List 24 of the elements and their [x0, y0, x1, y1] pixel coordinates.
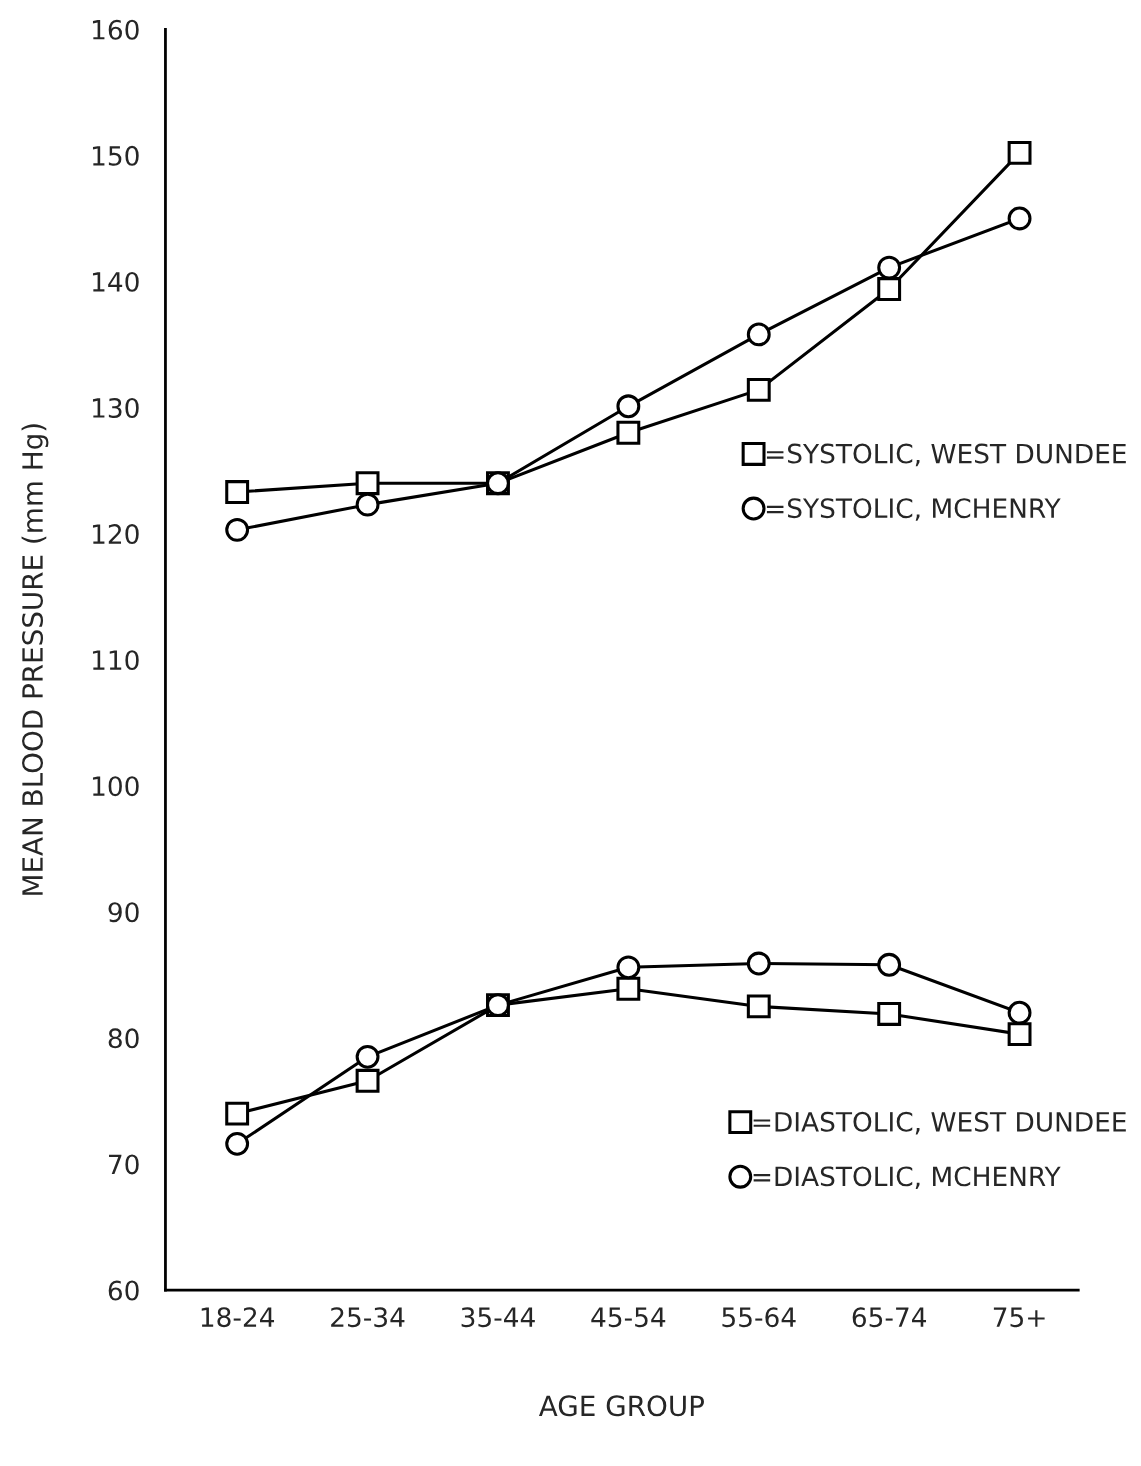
x-tick-label: 45-54 [591, 1307, 666, 1328]
x-tick-label: 25-34 [331, 1307, 405, 1328]
x-tick-label: 75+ [993, 1307, 1045, 1328]
y-tick-label: 160 [92, 19, 139, 40]
y-tick-label: 140 [92, 271, 139, 292]
y-axis-title: MEAN BLOOD PRESSURE (mm Hg) [21, 424, 49, 895]
y-tick-label: 130 [92, 397, 139, 418]
y-tick-label: 60 [108, 1280, 139, 1301]
y-tick-label: 120 [92, 524, 139, 545]
x-tick-label: 65-74 [852, 1307, 927, 1328]
x-tick-label: 35-44 [461, 1307, 535, 1328]
y-tick-label: 80 [108, 1028, 139, 1049]
x-axis-title: AGE GROUP [538, 1395, 704, 1417]
legend-label: =DIASTOLIC, MCHENRY [753, 1166, 1061, 1190]
y-tick-label: 100 [92, 776, 139, 797]
legend-label: =DIASTOLIC, WEST DUNDEE [753, 1111, 1126, 1135]
y-tick-label: 70 [109, 1154, 139, 1175]
legend-label: =SYSTOLIC, MCHENRY [766, 498, 1061, 521]
x-tick-label: 18-24 [201, 1307, 275, 1328]
y-tick-label: 110 [92, 650, 139, 671]
legend-label: =SYSTOLIC, WEST DUNDEE [766, 443, 1126, 467]
x-tick-label: 55-64 [722, 1307, 796, 1328]
y-tick-label: 90 [108, 902, 139, 923]
y-tick-label: 150 [92, 145, 139, 166]
